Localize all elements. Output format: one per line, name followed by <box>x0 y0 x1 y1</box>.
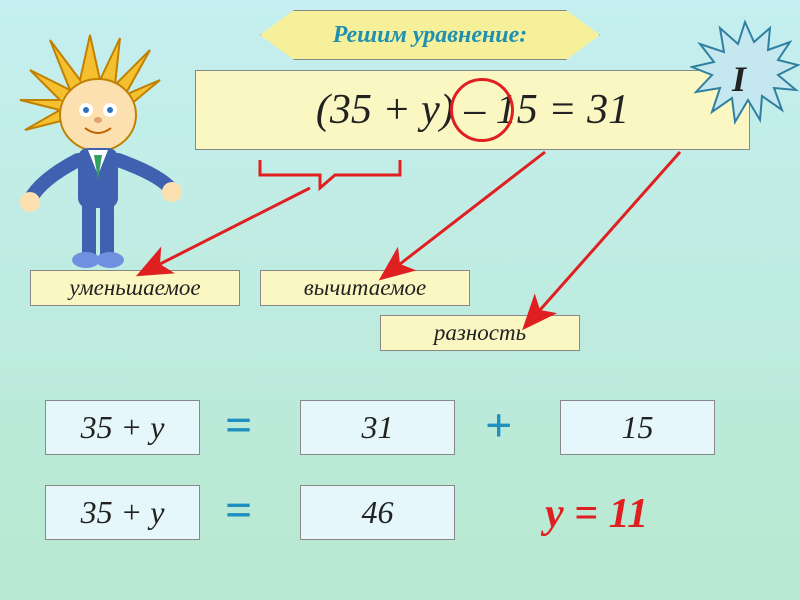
step-number: I <box>732 58 746 100</box>
mascot <box>10 30 190 290</box>
op-eq-2: = <box>225 483 252 538</box>
minus-highlight-circle <box>450 78 514 142</box>
answer: у = 11 <box>545 490 648 538</box>
step1-lhs: 35 + у <box>45 400 200 455</box>
term-difference: разность <box>380 315 580 351</box>
step1-b: 15 <box>560 400 715 455</box>
op-eq-1: = <box>225 398 252 453</box>
op-plus: + <box>485 398 512 453</box>
step2-lhs: 35 + у <box>45 485 200 540</box>
term-subtrahend: вычитаемое <box>260 270 470 306</box>
title-banner: Решим уравнение: <box>260 10 600 60</box>
step2-res: 46 <box>300 485 455 540</box>
step1-a: 31 <box>300 400 455 455</box>
term-minuend: уменьшаемое <box>30 270 240 306</box>
